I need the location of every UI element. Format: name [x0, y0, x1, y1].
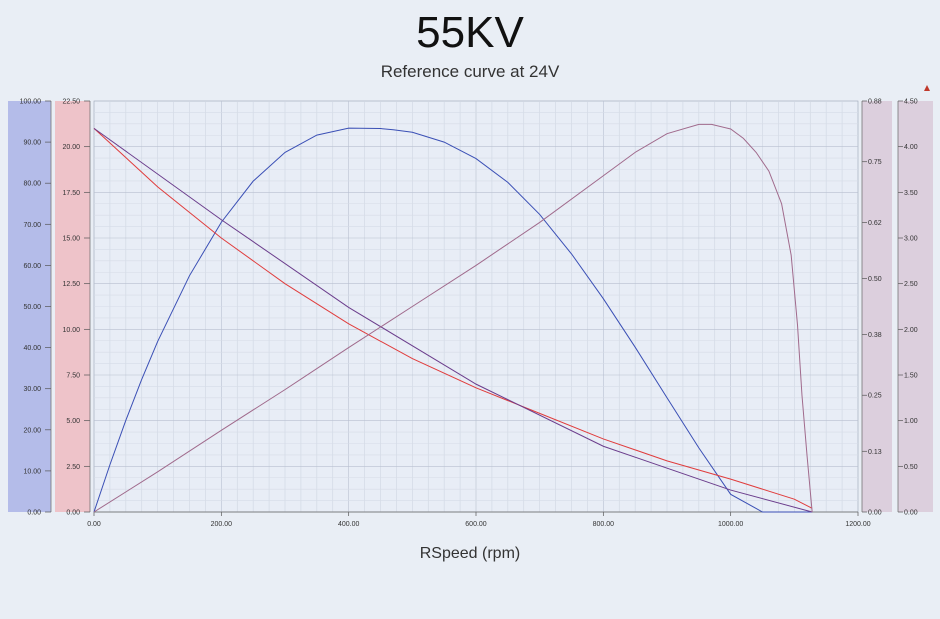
- y-tick-label-right-inner: 0.00: [868, 510, 882, 517]
- y-tick-label-left-outer: 0.00: [27, 510, 41, 517]
- chart-subtitle: Reference curve at 24V: [380, 62, 560, 81]
- series-line-3: [93, 127, 813, 513]
- scroll-up-icon: [924, 85, 930, 91]
- x-axis-label: RSpeed (rpm): [419, 545, 521, 562]
- y-tick-label-right-outer: 3.00: [904, 236, 918, 243]
- x-tick-label: 200.00: [211, 521, 233, 528]
- axis-band-left-inner: [55, 101, 90, 512]
- y-tick-label-right-inner: 0.25: [868, 393, 882, 400]
- y-tick-label-right-outer: 0.50: [904, 464, 918, 471]
- y-tick-label-left-outer: 30.00: [23, 386, 41, 393]
- series-line-4: [93, 123, 813, 513]
- y-tick-label-right-inner: 0.50: [868, 276, 882, 283]
- y-tick-label-left-inner: 0.00: [66, 510, 80, 517]
- y-tick-label-left-outer: 60.00: [23, 263, 41, 270]
- y-tick-label-left-inner: 20.00: [62, 144, 80, 151]
- y-tick-label-right-inner: 0.13: [868, 449, 882, 456]
- axis-band-right-outer: [898, 101, 933, 512]
- y-tick-label-right-inner: 0.62: [868, 220, 882, 227]
- y-tick-label-right-outer: 2.00: [904, 327, 918, 334]
- y-tick-label-right-outer: 4.50: [904, 99, 918, 106]
- y-tick-label-left-outer: 40.00: [23, 345, 41, 352]
- y-tick-label-left-outer: 10.00: [23, 468, 41, 475]
- x-tick-label: 600.00: [465, 521, 487, 528]
- axis-band-left-outer: [8, 101, 51, 512]
- y-tick-label-left-inner: 17.50: [62, 190, 80, 197]
- y-tick-label-right-outer: 0.00: [904, 510, 918, 517]
- x-tick-label: 400.00: [338, 521, 360, 528]
- y-tick-label-right-outer: 3.50: [904, 190, 918, 197]
- y-tick-label-left-outer: 90.00: [23, 140, 41, 147]
- x-tick-label: 1000.00: [718, 521, 743, 528]
- x-tick-label: 1200.00: [845, 521, 870, 528]
- y-tick-label-left-inner: 12.50: [62, 281, 80, 288]
- y-tick-label-right-inner: 0.75: [868, 159, 882, 166]
- y-tick-label-left-inner: 2.50: [66, 464, 80, 471]
- series-line-2: [93, 128, 813, 509]
- y-tick-label-left-inner: 10.00: [62, 327, 80, 334]
- y-tick-label-left-outer: 80.00: [23, 181, 41, 188]
- y-tick-label-left-inner: 15.00: [62, 236, 80, 243]
- y-tick-label-left-outer: 20.00: [23, 427, 41, 434]
- y-tick-label-left-inner: 5.00: [66, 418, 80, 425]
- y-tick-label-left-inner: 7.50: [66, 373, 80, 380]
- y-tick-label-right-outer: 1.50: [904, 373, 918, 380]
- y-tick-label-right-inner: 0.88: [868, 99, 882, 106]
- y-tick-label-right-inner: 0.38: [868, 332, 882, 339]
- x-tick-label: 0.00: [87, 521, 101, 528]
- y-tick-label-right-outer: 4.00: [904, 144, 918, 151]
- axis-band-right-inner: [862, 101, 892, 512]
- y-tick-label-left-outer: 50.00: [23, 304, 41, 311]
- y-tick-label-left-inner: 22.50: [62, 99, 80, 106]
- y-tick-label-left-outer: 70.00: [23, 222, 41, 229]
- chart-title: 55KV: [416, 8, 524, 57]
- x-tick-label: 800.00: [593, 521, 615, 528]
- series-line-1: [93, 127, 813, 513]
- y-tick-label-right-outer: 1.00: [904, 418, 918, 425]
- y-tick-label-left-outer: 100.00: [20, 99, 42, 106]
- y-tick-label-right-outer: 2.50: [904, 281, 918, 288]
